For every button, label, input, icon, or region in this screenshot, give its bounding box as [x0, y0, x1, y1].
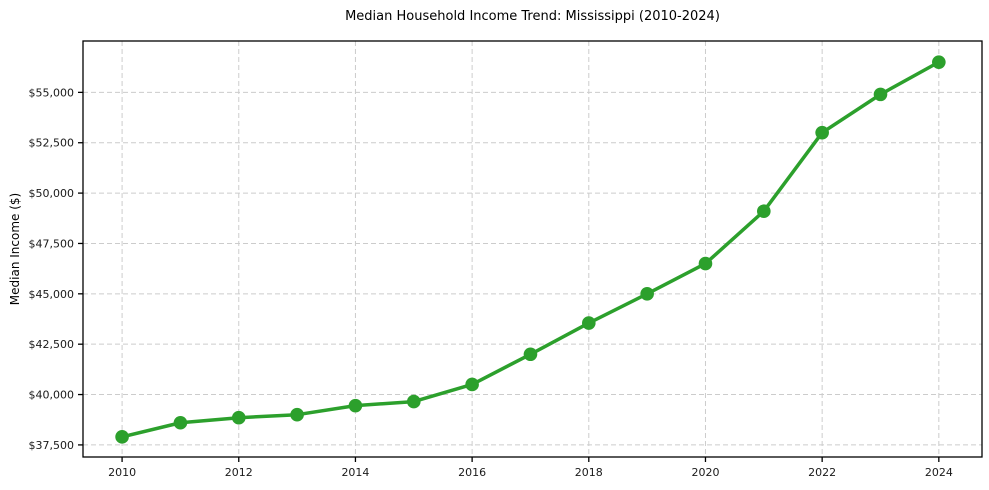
- x-tick-label: 2014: [341, 466, 369, 479]
- y-tick-label: $45,000: [29, 288, 75, 301]
- data-point-2011: [173, 415, 188, 430]
- x-tick-label: 2016: [458, 466, 486, 479]
- data-point-2014: [348, 398, 363, 413]
- y-tick-label: $52,500: [29, 137, 75, 150]
- x-tick-label: 2012: [225, 466, 253, 479]
- x-tick-label: 2024: [925, 466, 953, 479]
- data-point-2023: [873, 87, 888, 102]
- axes-frame: [82, 40, 983, 458]
- data-point-2020: [698, 256, 713, 271]
- x-tick-label: 2020: [691, 466, 719, 479]
- x-tick-label: 2022: [808, 466, 836, 479]
- data-point-2010: [115, 430, 129, 444]
- data-point-2015: [406, 394, 421, 409]
- data-point-2017: [523, 347, 538, 362]
- data-point-2024: [932, 55, 946, 69]
- y-tick-label: $37,500: [29, 439, 75, 452]
- y-tick-label: $40,000: [29, 389, 75, 402]
- data-point-2012: [231, 410, 246, 425]
- trend-line: [120, 60, 941, 439]
- data-point-2018: [581, 316, 596, 330]
- y-tick-label: $47,500: [29, 237, 75, 250]
- x-tick-label: 2018: [575, 466, 603, 479]
- y-tick-label: $55,000: [29, 86, 75, 99]
- data-point-2019: [640, 287, 654, 301]
- x-tick-label: 2010: [108, 466, 136, 479]
- data-point-2022: [815, 125, 829, 140]
- y-tick-label: $42,500: [29, 338, 75, 351]
- data-point-2016: [465, 377, 479, 392]
- y-tick-label: $50,000: [29, 187, 75, 200]
- data-point-2013: [290, 407, 304, 422]
- chart-title: Median Household Income Trend: Mississip…: [345, 9, 720, 24]
- data-point-2021: [757, 204, 771, 219]
